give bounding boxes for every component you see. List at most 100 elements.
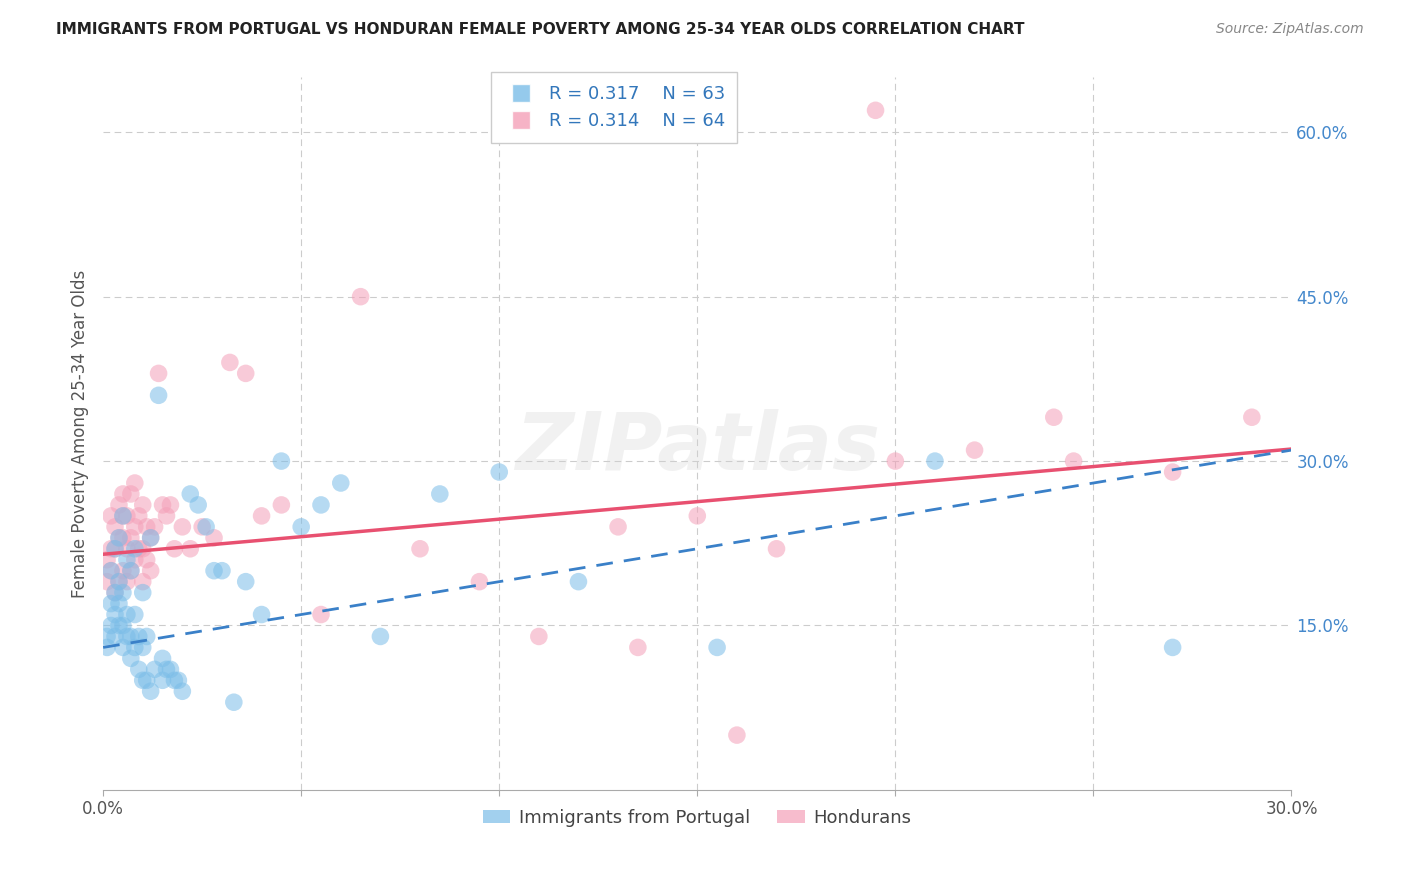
Point — [108, 531, 131, 545]
Point — [924, 454, 946, 468]
Point — [607, 520, 630, 534]
Point — [152, 651, 174, 665]
Text: ZIPatlas: ZIPatlas — [515, 409, 880, 487]
Point — [191, 520, 214, 534]
Point — [100, 564, 122, 578]
Point — [100, 597, 122, 611]
Point — [309, 498, 332, 512]
Point — [104, 520, 127, 534]
Point — [290, 520, 312, 534]
Point — [865, 103, 887, 118]
Point — [96, 630, 118, 644]
Point — [148, 367, 170, 381]
Point — [172, 684, 194, 698]
Point — [108, 531, 131, 545]
Point — [120, 531, 142, 545]
Point — [567, 574, 589, 589]
Point — [159, 662, 181, 676]
Point — [115, 508, 138, 523]
Point — [111, 640, 134, 655]
Point — [270, 498, 292, 512]
Point — [329, 475, 352, 490]
Point — [100, 541, 122, 556]
Point — [104, 607, 127, 622]
Point — [96, 640, 118, 655]
Point — [370, 630, 392, 644]
Point — [143, 520, 166, 534]
Point — [115, 541, 138, 556]
Point — [104, 585, 127, 599]
Point — [219, 355, 242, 369]
Point — [135, 553, 157, 567]
Point — [139, 531, 162, 545]
Point — [120, 564, 142, 578]
Point — [124, 520, 146, 534]
Point — [155, 508, 177, 523]
Point — [108, 597, 131, 611]
Point — [115, 607, 138, 622]
Point — [124, 553, 146, 567]
Point — [96, 553, 118, 567]
Point — [111, 531, 134, 545]
Point — [132, 673, 155, 688]
Point — [235, 574, 257, 589]
Point — [963, 443, 986, 458]
Point — [143, 662, 166, 676]
Point — [172, 520, 194, 534]
Point — [1161, 465, 1184, 479]
Point — [349, 290, 371, 304]
Point — [108, 618, 131, 632]
Point — [115, 574, 138, 589]
Point — [159, 498, 181, 512]
Point — [111, 508, 134, 523]
Point — [128, 508, 150, 523]
Point — [132, 585, 155, 599]
Point — [765, 541, 787, 556]
Point — [128, 630, 150, 644]
Point — [111, 618, 134, 632]
Point — [135, 520, 157, 534]
Point — [884, 454, 907, 468]
Point — [139, 564, 162, 578]
Point — [104, 585, 127, 599]
Point — [167, 673, 190, 688]
Point — [124, 475, 146, 490]
Text: IMMIGRANTS FROM PORTUGAL VS HONDURAN FEMALE POVERTY AMONG 25-34 YEAR OLDS CORREL: IMMIGRANTS FROM PORTUGAL VS HONDURAN FEM… — [56, 22, 1025, 37]
Point — [108, 574, 131, 589]
Point — [132, 498, 155, 512]
Point — [124, 607, 146, 622]
Point — [139, 531, 162, 545]
Point — [409, 541, 432, 556]
Text: Source: ZipAtlas.com: Source: ZipAtlas.com — [1216, 22, 1364, 37]
Point — [120, 487, 142, 501]
Point — [222, 695, 245, 709]
Point — [104, 541, 127, 556]
Point — [235, 367, 257, 381]
Point — [132, 640, 155, 655]
Point — [104, 541, 127, 556]
Point — [187, 498, 209, 512]
Point — [250, 607, 273, 622]
Point — [706, 640, 728, 655]
Point — [1042, 410, 1064, 425]
Point — [211, 564, 233, 578]
Point — [155, 662, 177, 676]
Point — [128, 662, 150, 676]
Point — [139, 684, 162, 698]
Y-axis label: Female Poverty Among 25-34 Year Olds: Female Poverty Among 25-34 Year Olds — [72, 269, 89, 598]
Point — [111, 564, 134, 578]
Point — [1063, 454, 1085, 468]
Point — [124, 640, 146, 655]
Point — [1240, 410, 1263, 425]
Point — [108, 498, 131, 512]
Point — [202, 531, 225, 545]
Point — [124, 541, 146, 556]
Point — [179, 541, 201, 556]
Point — [725, 728, 748, 742]
Point — [100, 618, 122, 632]
Point — [179, 487, 201, 501]
Point — [108, 574, 131, 589]
Point — [627, 640, 650, 655]
Point — [195, 520, 218, 534]
Point — [120, 651, 142, 665]
